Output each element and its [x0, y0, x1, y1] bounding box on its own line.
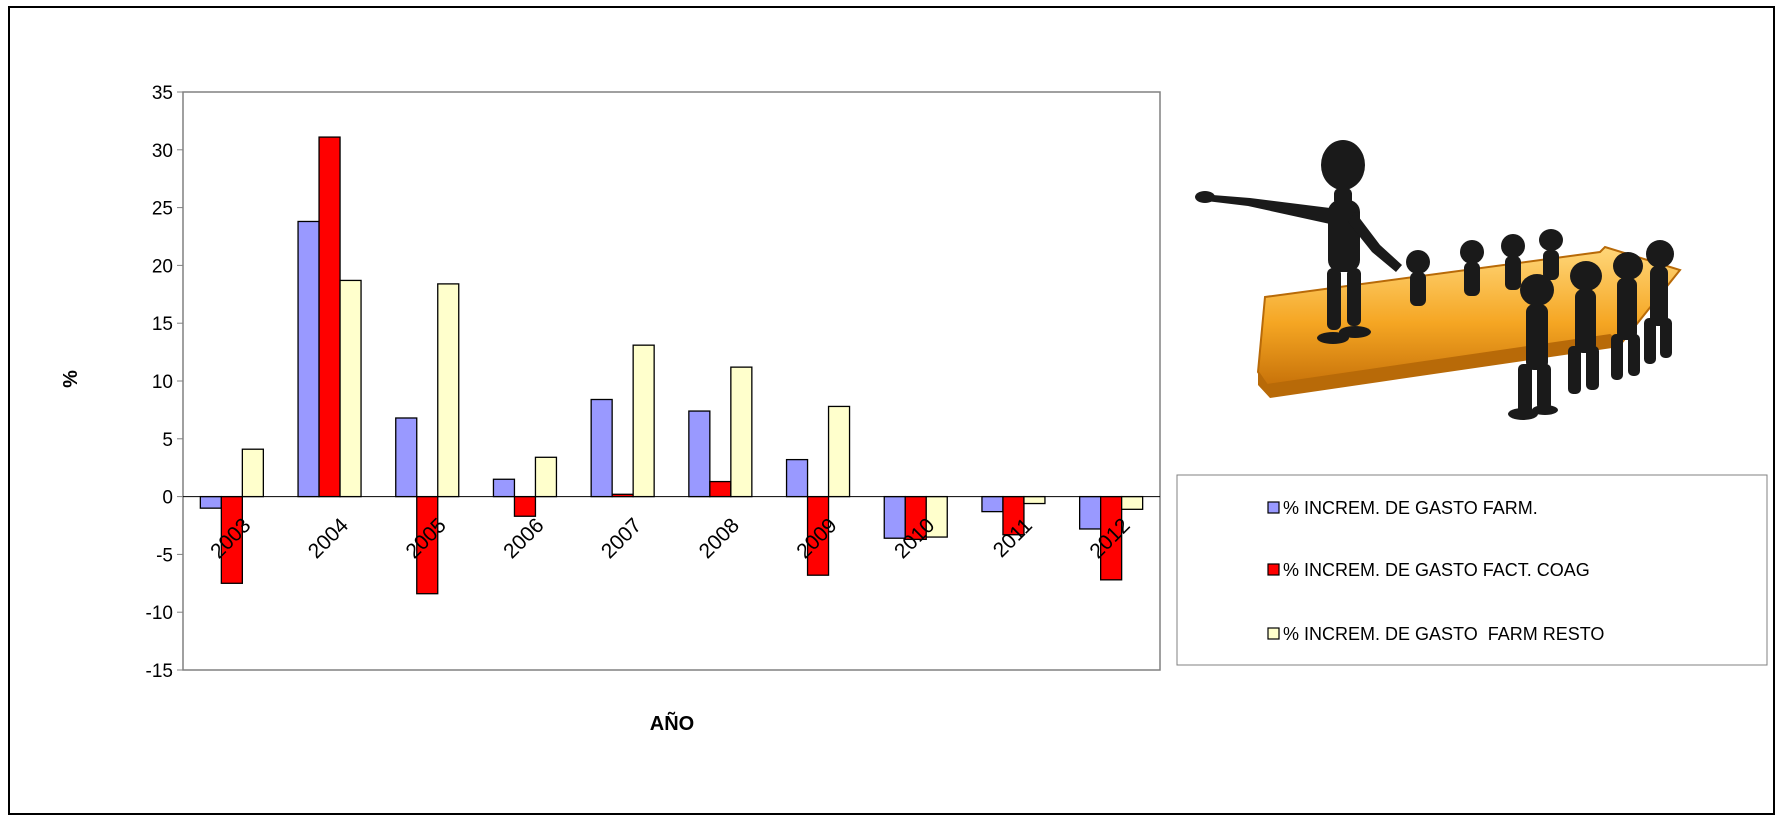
legend-item-3: % INCREM. DE GASTO FARM RESTO: [1267, 624, 1604, 644]
bar-series2-2006: [513, 495, 537, 517]
bar-series3-2008: [730, 366, 753, 498]
bar-series1-2005: [395, 417, 418, 498]
y-tick-label: 0: [162, 488, 173, 509]
y-tick-label: 15: [152, 314, 173, 335]
legend-swatch-1: [1267, 501, 1280, 514]
x-axis-title: AÑO: [650, 712, 694, 735]
legend-item-1: % INCREM. DE GASTO FARM.: [1267, 498, 1538, 518]
legend-swatch-3: [1267, 627, 1280, 640]
legend-label-1: % INCREM. DE GASTO FARM.: [1283, 498, 1538, 518]
legend-label-3: % INCREM. DE GASTO FARM RESTO: [1283, 624, 1604, 644]
bar-series1-2004: [297, 220, 320, 498]
bar-series3-2011: [1023, 495, 1046, 505]
legend-label-2: % INCREM. DE GASTO FACT. COAG: [1283, 560, 1590, 580]
bar-series1-2008: [688, 410, 711, 498]
bars: [183, 136, 1160, 595]
legend-item-2: % INCREM. DE GASTO FACT. COAG: [1267, 560, 1590, 580]
y-tick-label: 35: [152, 83, 173, 104]
legend: % INCREM. DE GASTO FARM. % INCREM. DE GA…: [1176, 474, 1768, 666]
bar-series1-2003: [199, 495, 223, 509]
y-tick-label: 25: [152, 199, 173, 220]
bar-series1-2010: [883, 495, 906, 539]
y-tick-label: -10: [146, 603, 173, 624]
bar-series3-2009: [827, 405, 851, 498]
y-tick-label: -15: [146, 661, 173, 682]
bar-series1-2012: [1079, 495, 1102, 530]
bar-series2-2008: [709, 480, 732, 498]
bar-series3-2004: [339, 279, 362, 498]
y-tick-label: -5: [156, 545, 173, 566]
bar-series2-2004: [318, 136, 341, 498]
bar-series1-2007: [590, 398, 613, 498]
leader-with-followers-arrow-illustration: [1195, 140, 1682, 420]
bar-series3-2007: [632, 344, 655, 498]
bar-series1-2006: [492, 478, 516, 498]
y-axis-title: %: [60, 370, 82, 388]
bar-series3-2006: [534, 456, 558, 498]
bar-series1-2009: [785, 458, 809, 498]
y-tick-label: 30: [152, 141, 173, 162]
y-tick-label: 20: [152, 256, 173, 277]
bar-series1-2011: [981, 495, 1004, 513]
y-tick-label: 5: [162, 430, 173, 451]
legend-swatch-2: [1267, 563, 1280, 576]
bar-series3-2005: [437, 283, 460, 498]
bar-series3-2003: [241, 448, 265, 498]
y-tick-label: 10: [152, 372, 173, 393]
bar-series3-2012: [1121, 495, 1144, 510]
y-axis: 35 30 25 20 15 10 5 0 -5 -10 -15: [146, 83, 183, 682]
